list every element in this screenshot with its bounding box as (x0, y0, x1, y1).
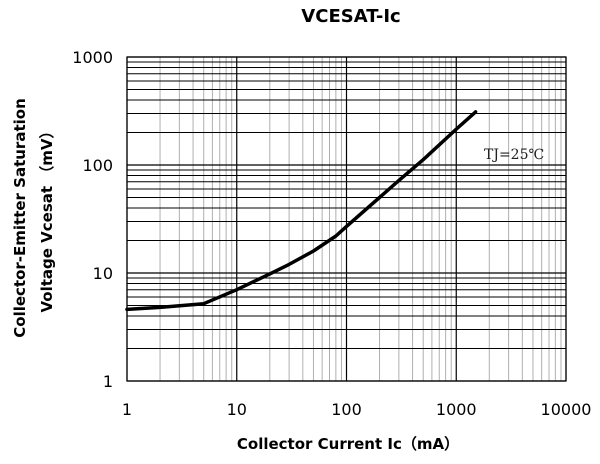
plot-frame (126, 56, 567, 382)
y-tick-label: 10 (93, 264, 113, 283)
tick-layer: 1 10 100 1000 10000 1 10 100 1000 (72, 48, 591, 419)
x-tick-label: 1 (122, 400, 132, 419)
x-tick-label: 10000 (541, 400, 592, 419)
y-tick-label: 100 (82, 156, 113, 175)
x-tick-label: 100 (331, 400, 362, 419)
y-tick-label: 1000 (72, 48, 113, 67)
chart-title: VCESAT-Ic (301, 6, 400, 27)
grid-layer (126, 56, 567, 382)
x-tick-label: 10 (227, 400, 247, 419)
y-axis-label-line2: Voltage Vcesat （mV） (38, 123, 56, 312)
temperature-annotation: TJ=25℃ (484, 147, 544, 163)
plot-layer (125, 110, 478, 312)
series-line (125, 110, 478, 312)
y-axis-label-line1: Collector-Emitter Saturation (11, 98, 29, 338)
x-axis-label: Collector Current Ic（mA） (237, 435, 459, 453)
x-tick-label: 1000 (436, 400, 477, 419)
y-tick-label: 1 (103, 372, 113, 391)
